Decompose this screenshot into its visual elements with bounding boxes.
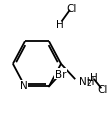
- Text: Br: Br: [55, 69, 66, 79]
- Text: Cl: Cl: [66, 4, 77, 14]
- Text: N: N: [20, 80, 28, 90]
- Text: H: H: [90, 72, 97, 82]
- Text: Cl: Cl: [98, 84, 108, 94]
- Text: NH: NH: [79, 77, 94, 87]
- Text: H: H: [56, 19, 64, 29]
- Text: 2: 2: [87, 79, 91, 88]
